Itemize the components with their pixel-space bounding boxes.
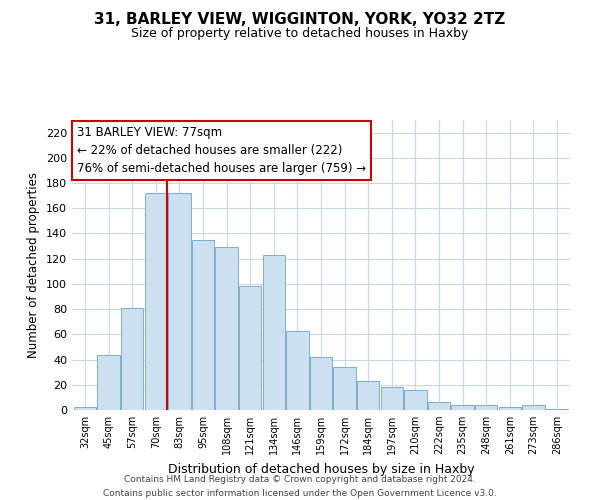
Bar (215, 248, 238, 410)
Bar (239, 286, 262, 410)
Bar (475, 405, 497, 410)
Bar (310, 357, 332, 410)
Text: 31, BARLEY VIEW, WIGGINTON, YORK, YO32 2TZ: 31, BARLEY VIEW, WIGGINTON, YORK, YO32 2… (94, 12, 506, 28)
X-axis label: Distribution of detached houses by size in Haxby: Distribution of detached houses by size … (167, 462, 475, 475)
Bar (286, 330, 308, 410)
Bar (74, 408, 96, 410)
Bar (334, 367, 356, 410)
Bar (121, 308, 143, 410)
Bar (168, 193, 191, 410)
Bar (357, 381, 379, 410)
Bar (499, 408, 521, 410)
Bar (263, 255, 285, 410)
Bar (428, 402, 450, 410)
Text: Size of property relative to detached houses in Haxby: Size of property relative to detached ho… (131, 28, 469, 40)
Bar (522, 405, 545, 410)
Bar (97, 354, 120, 410)
Bar (451, 405, 474, 410)
Bar (380, 388, 403, 410)
Y-axis label: Number of detached properties: Number of detached properties (28, 172, 40, 358)
Text: Contains HM Land Registry data © Crown copyright and database right 2024.
Contai: Contains HM Land Registry data © Crown c… (103, 476, 497, 498)
Bar (404, 390, 427, 410)
Bar (145, 193, 167, 410)
Text: 31 BARLEY VIEW: 77sqm
← 22% of detached houses are smaller (222)
76% of semi-det: 31 BARLEY VIEW: 77sqm ← 22% of detached … (77, 126, 366, 175)
Bar (546, 408, 568, 410)
Bar (192, 240, 214, 410)
